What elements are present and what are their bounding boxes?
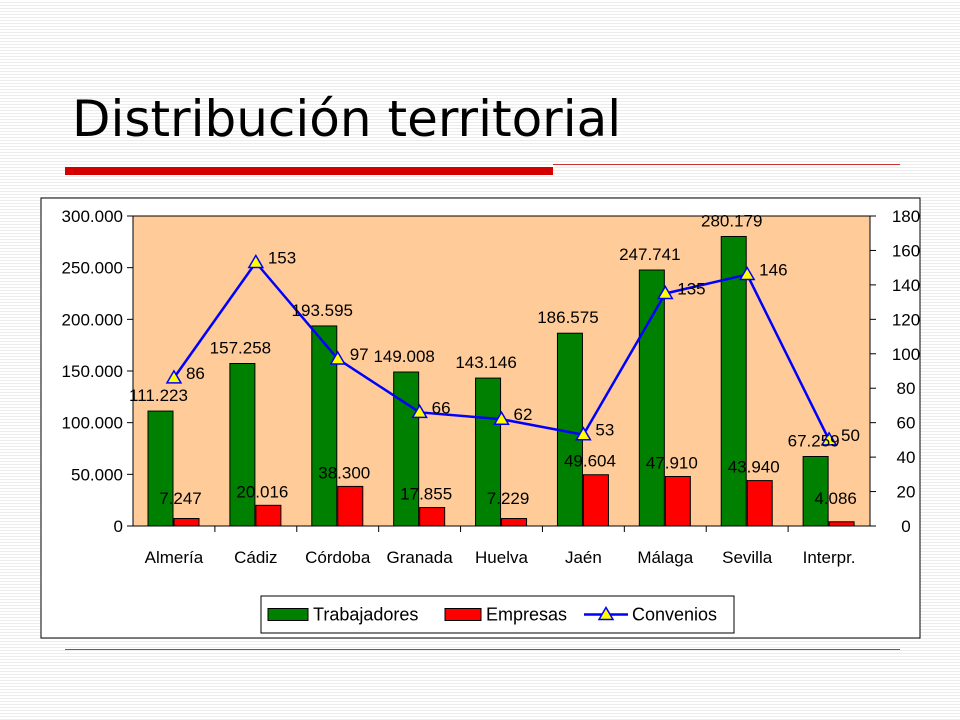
y-left-tick-label: 250.000 — [62, 259, 123, 278]
bar-empresas — [501, 518, 528, 527]
marker-convenios — [493, 410, 510, 425]
y-right-tick-label: 40 — [897, 448, 916, 467]
bar-trabajadores — [229, 363, 256, 527]
data-label-convenios: 153 — [268, 249, 296, 268]
data-label-empresas: 47.910 — [646, 453, 698, 472]
data-label-empresas: 49.604 — [564, 452, 616, 471]
y-right-tick-label: 140 — [892, 276, 920, 295]
bar-trabajadores — [475, 377, 502, 527]
bar-empresas — [419, 507, 446, 527]
data-label-convenios: 135 — [677, 280, 705, 299]
legend-label-trabajadores: Trabajadores — [313, 605, 418, 625]
y-right-tick-label: 80 — [897, 379, 916, 398]
data-label-empresas: 7.229 — [487, 489, 530, 508]
x-tick-label: Málaga — [637, 548, 693, 567]
marker-convenios — [575, 426, 592, 441]
bar-trabajadores — [147, 410, 174, 527]
marker-convenios — [656, 285, 674, 300]
bar-empresas — [582, 474, 609, 527]
data-label-empresas: 17.855 — [400, 485, 452, 504]
data-label-convenios: 146 — [759, 261, 787, 280]
marker-convenios — [411, 403, 428, 419]
y-right-tick-label: 160 — [892, 241, 920, 260]
y-right-tick-label: 180 — [892, 207, 920, 226]
marker-convenios — [329, 350, 347, 365]
data-label-trabajadores: 186.575 — [537, 308, 598, 327]
data-label-trabajadores: 67.259 — [788, 431, 840, 450]
marker-convenios — [165, 369, 183, 384]
bar-empresas — [337, 485, 364, 527]
legend-marker-convenios — [597, 606, 615, 621]
bar-empresas — [173, 518, 200, 527]
legend-label-empresas: Empresas — [486, 605, 567, 625]
legend-swatch-trabajadores — [267, 608, 309, 621]
legend-box — [260, 595, 735, 634]
bar-empresas — [828, 521, 855, 527]
data-label-trabajadores: 157.258 — [210, 339, 271, 358]
legend-label-convenios: Convenios — [632, 605, 717, 625]
data-label-empresas: 7.247 — [159, 489, 202, 508]
data-label-trabajadores: 247.741 — [619, 245, 680, 264]
bar-empresas — [255, 504, 282, 527]
data-label-convenios: 62 — [514, 405, 533, 424]
data-label-trabajadores: 143.146 — [455, 353, 516, 372]
data-label-trabajadores: 193.595 — [292, 301, 353, 320]
data-label-trabajadores: 149.008 — [373, 347, 434, 366]
marker-convenios — [738, 266, 756, 281]
x-tick-label: Almería — [145, 548, 204, 567]
bar-trabajadores — [720, 235, 747, 527]
bar-trabajadores — [802, 455, 829, 527]
y-left-tick-label: 150.000 — [62, 362, 123, 381]
y-left-tick-label: 300.000 — [62, 207, 123, 226]
slide-title: Distribución territorial — [72, 90, 622, 148]
x-tick-label: Jaén — [565, 548, 602, 567]
x-tick-label: Sevilla — [722, 548, 773, 567]
data-label-empresas: 20.016 — [236, 482, 288, 501]
bar-empresas — [664, 475, 691, 527]
y-right-tick-label: 120 — [892, 310, 920, 329]
x-tick-label: Córdoba — [305, 548, 371, 567]
y-right-tick-label: 20 — [897, 483, 916, 502]
legend-swatch-empresas — [444, 608, 482, 621]
title-accent-rule — [65, 167, 553, 175]
y-right-tick-label: 0 — [901, 517, 910, 536]
x-tick-label: Cádiz — [234, 548, 277, 567]
data-label-empresas: 4.086 — [814, 489, 857, 508]
y-left-tick-label: 0 — [114, 517, 123, 536]
y-left-tick-label: 200.000 — [62, 310, 123, 329]
y-left-tick-label: 50.000 — [71, 465, 123, 484]
bar-trabajadores — [311, 325, 338, 527]
data-label-convenios: 86 — [186, 364, 205, 383]
data-label-empresas: 38.300 — [318, 463, 370, 482]
data-label-convenios: 53 — [595, 421, 614, 440]
marker-convenios — [247, 254, 265, 269]
bar-empresas — [746, 480, 773, 527]
x-tick-label: Granada — [387, 548, 454, 567]
bar-trabajadores — [638, 269, 665, 527]
data-label-convenios: 97 — [350, 345, 369, 364]
y-right-tick-label: 60 — [897, 414, 916, 433]
data-label-empresas: 43.940 — [728, 458, 780, 477]
x-tick-label: Interpr. — [803, 548, 856, 567]
data-label-convenios: 66 — [432, 398, 451, 417]
footer-rule — [65, 649, 900, 650]
marker-convenios — [820, 431, 838, 446]
y-left-tick-label: 100.000 — [62, 414, 123, 433]
y-right-tick-label: 100 — [892, 345, 920, 364]
data-label-trabajadores: 280.179 — [701, 211, 762, 230]
title-thin-rule — [553, 164, 900, 165]
data-label-convenios: 50 — [841, 426, 860, 445]
x-tick-label: Huelva — [475, 548, 528, 567]
data-label-trabajadores: 111.223 — [129, 386, 188, 405]
